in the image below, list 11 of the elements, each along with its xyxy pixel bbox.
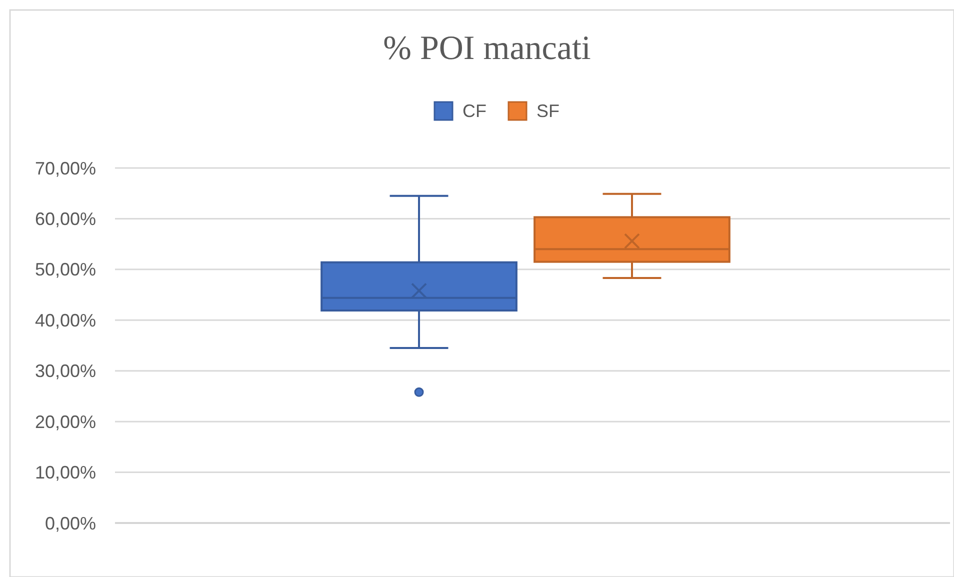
y-tick-label: 0,00% <box>44 513 96 534</box>
y-tick-label: 70,00% <box>34 158 96 178</box>
legend-label: SF <box>536 101 560 121</box>
legend-label: CF <box>462 101 486 121</box>
y-tick-label: 30,00% <box>34 361 96 382</box>
y-tick-label: 50,00% <box>34 260 96 280</box>
y-tick-label: 40,00% <box>34 310 96 330</box>
chart-title: % POI mancati <box>383 30 591 67</box>
y-tick-label: 20,00% <box>34 412 96 432</box>
y-tick-label: 60,00% <box>34 209 96 230</box>
y-tick-label: 10,00% <box>34 462 96 483</box>
